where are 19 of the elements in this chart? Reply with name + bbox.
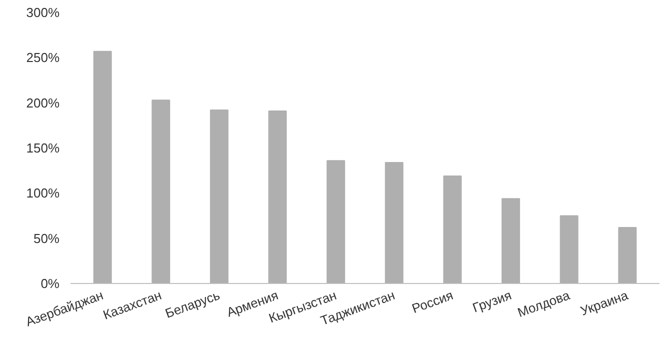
- bar: [326, 160, 346, 284]
- bar: [618, 226, 637, 284]
- y-tick-label: 0%: [40, 276, 60, 291]
- bar: [502, 198, 520, 284]
- bar: [152, 100, 170, 284]
- bar: [268, 110, 287, 284]
- bar: [210, 110, 228, 284]
- x-tick-label: Грузия: [470, 287, 514, 316]
- y-tick-label: 50%: [33, 230, 60, 246]
- x-tick-label: Россия: [410, 287, 456, 316]
- bar: [560, 215, 578, 284]
- y-tick-label: 250%: [26, 50, 60, 66]
- bar: [93, 50, 112, 284]
- bar: [384, 162, 404, 284]
- y-tick-label: 200%: [26, 95, 60, 110]
- bar: [443, 176, 462, 284]
- y-tick-label: 150%: [26, 140, 60, 156]
- y-tick-label: 300%: [26, 5, 60, 20]
- y-tick-label: 100%: [26, 186, 60, 201]
